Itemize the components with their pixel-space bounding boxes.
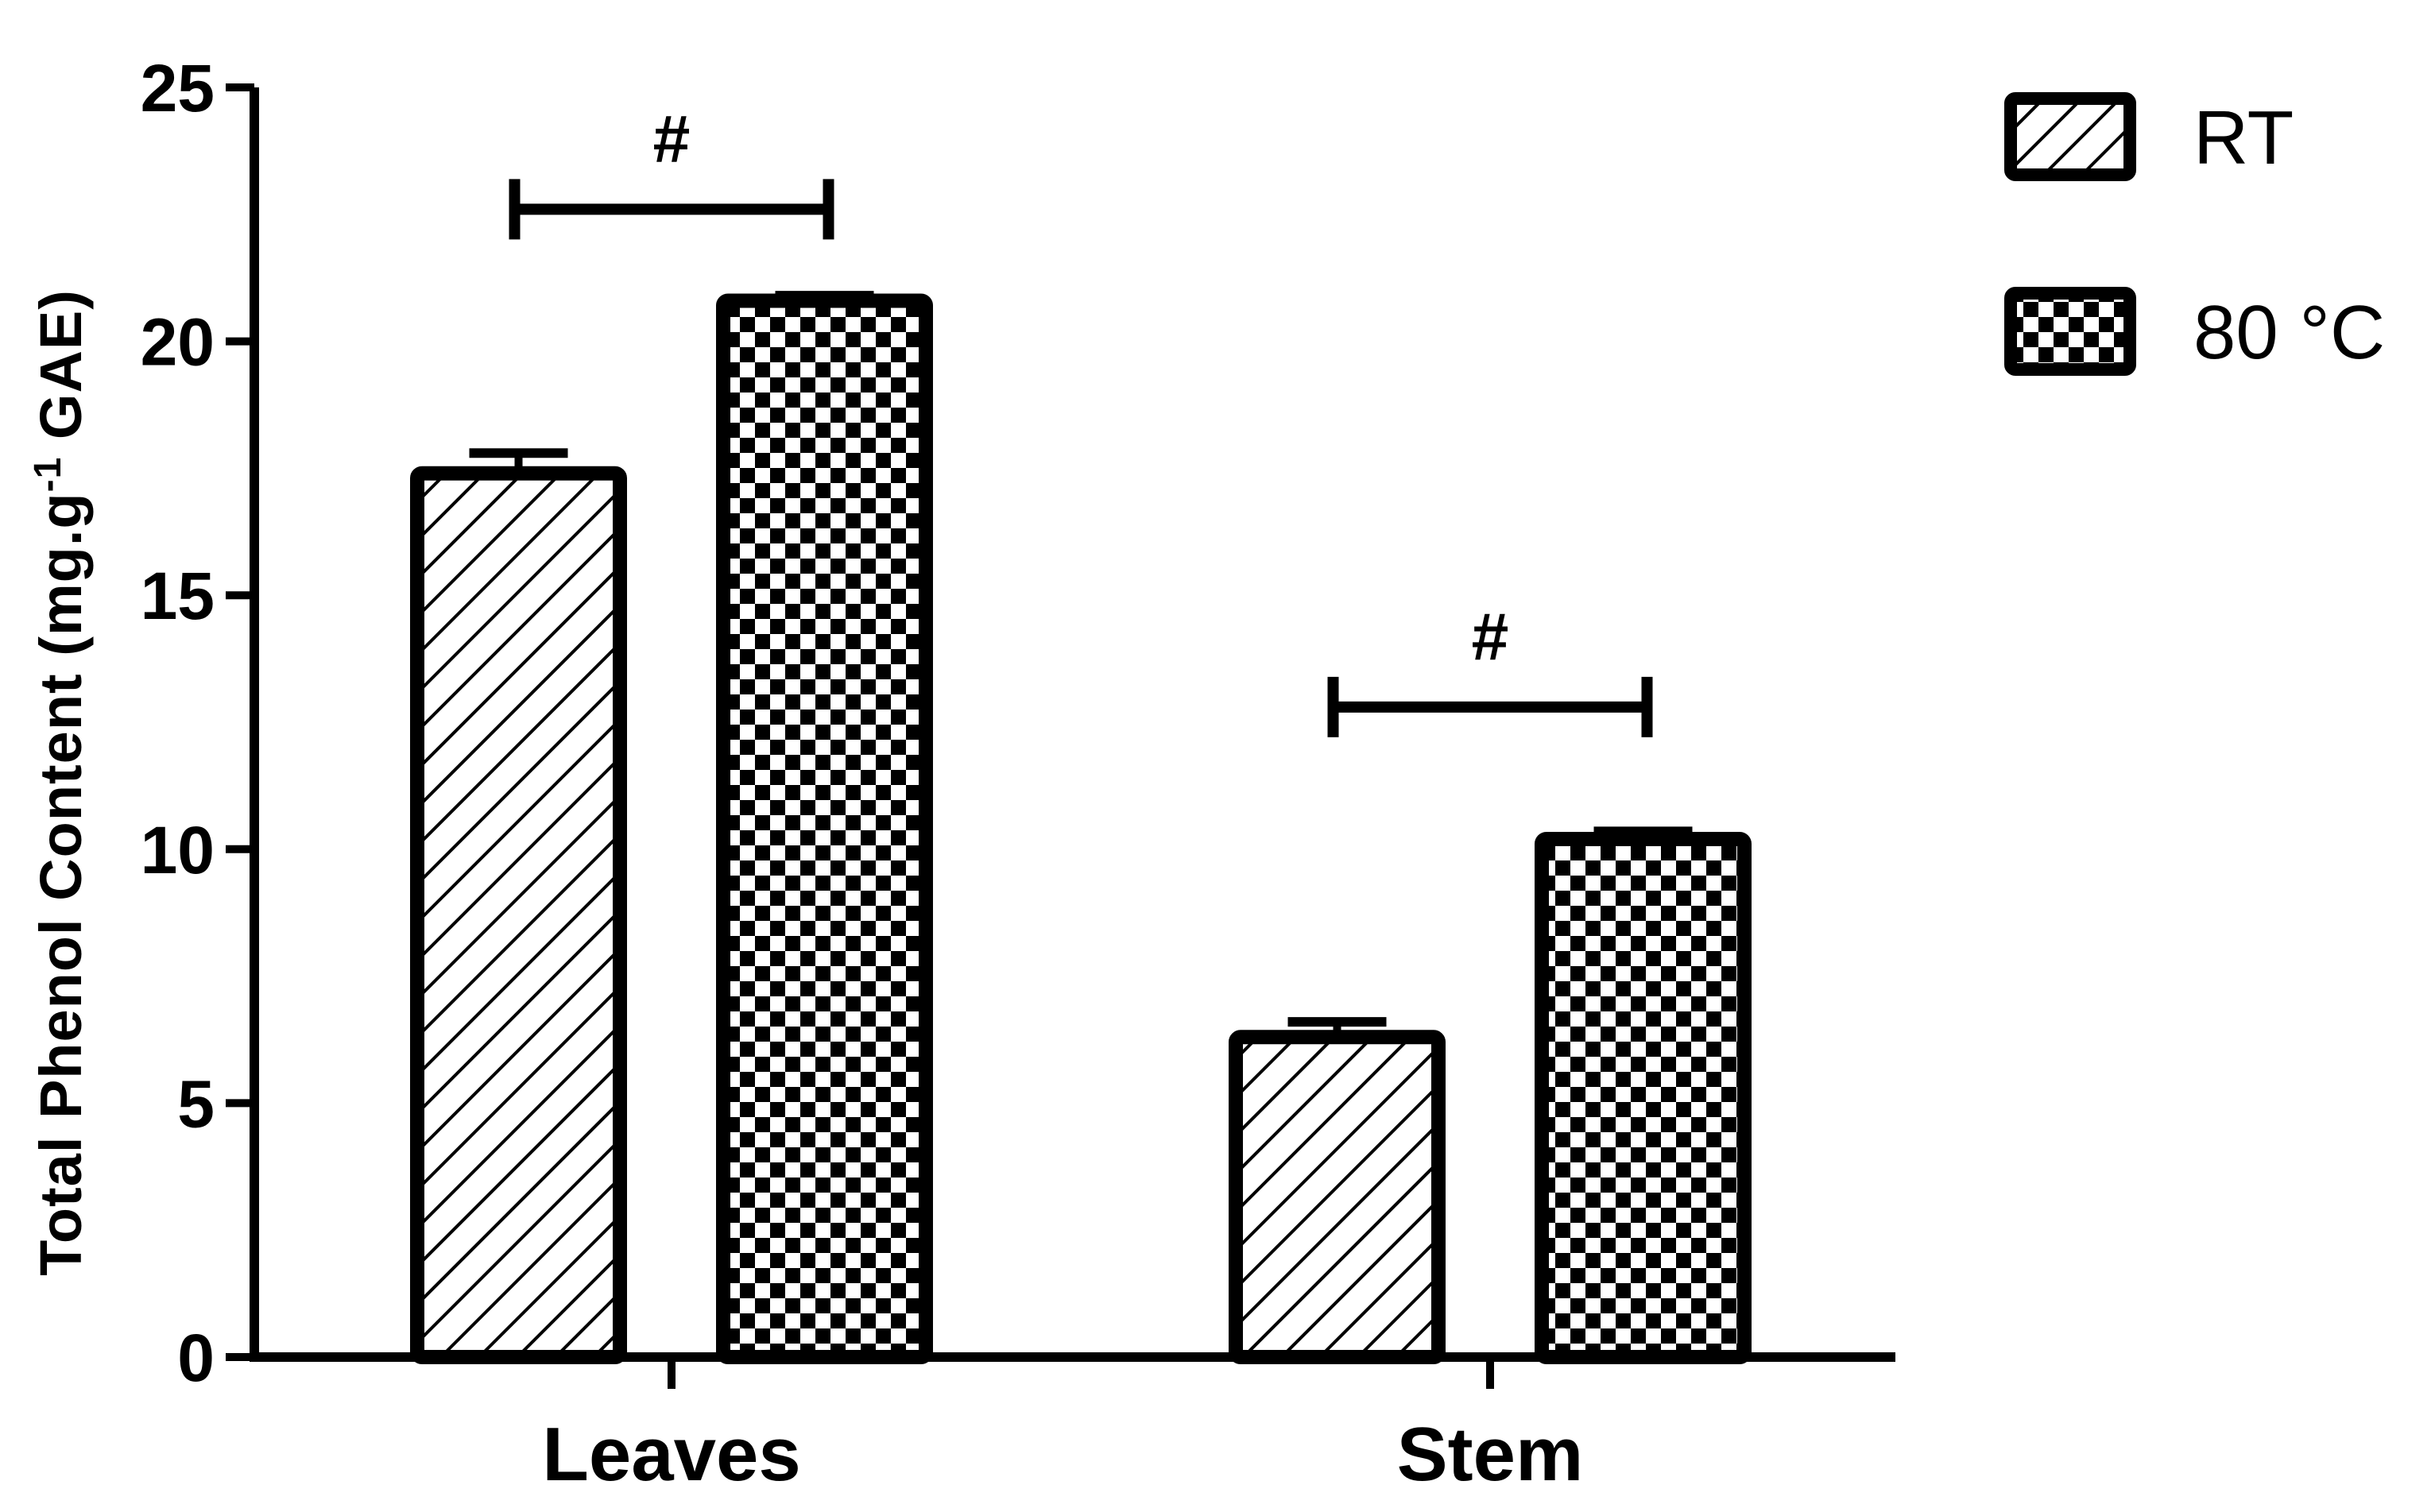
y-tick-label: 20 — [141, 305, 215, 380]
y-tick-label: 15 — [141, 559, 215, 633]
x-axis-categories: Leaves Stem — [542, 1357, 1583, 1497]
legend-label-80c: 80 °C — [2193, 290, 2385, 375]
significance-label: # — [1472, 599, 1509, 674]
bar-stem-rt — [1229, 1030, 1446, 1364]
legend-swatch-80c — [2004, 287, 2136, 376]
x-category-label: Leaves — [542, 1412, 801, 1497]
y-axis-label: Total Phenol Content (mg.g-1 GAE) — [27, 289, 94, 1276]
y-tick-label: 25 — [141, 51, 215, 126]
bar-leaves-rt — [410, 466, 627, 1364]
y-axis-label-superscript: -1 — [27, 457, 69, 493]
legend-label-rt: RT — [2193, 95, 2294, 180]
bar-stem-80c — [1535, 832, 1752, 1364]
legend: RT 80 °C — [2004, 92, 2385, 376]
bars — [410, 293, 1752, 1364]
y-axis-label-main: Total Phenol Content (mg.g — [28, 492, 94, 1276]
error-bars — [469, 291, 1693, 1038]
x-category-label: Stem — [1397, 1412, 1584, 1497]
significance-markers: ## — [509, 101, 1653, 737]
y-tick-label: 10 — [141, 813, 215, 887]
bar-leaves-80c — [716, 293, 933, 1364]
y-tick-label: 0 — [177, 1321, 215, 1395]
legend-swatch-rt — [2004, 92, 2136, 181]
significance-label: # — [653, 101, 691, 176]
y-axis-label-units: GAE) — [28, 289, 94, 457]
y-tick-label: 5 — [177, 1066, 215, 1141]
y-axis-ticks: 0 5 10 15 20 25 — [141, 51, 254, 1395]
